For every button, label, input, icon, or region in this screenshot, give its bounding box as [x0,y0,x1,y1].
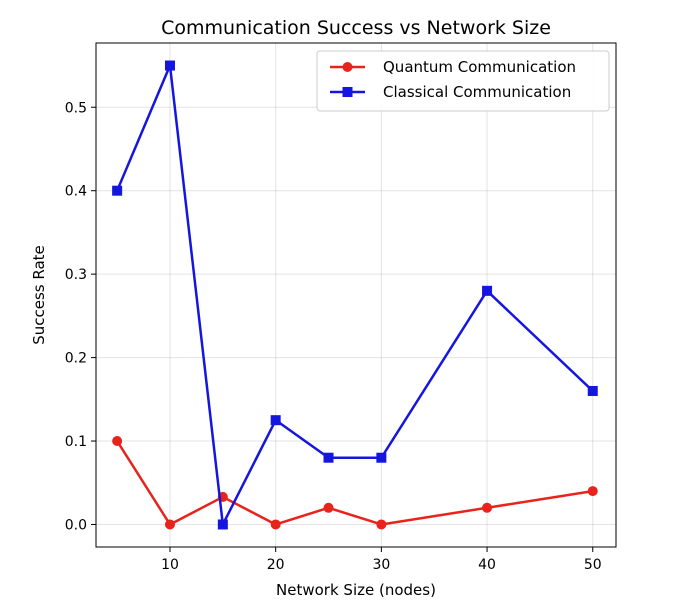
data-point-quantum [376,519,387,530]
y-tick-label: 0.0 [65,517,87,533]
y-tick-label: 0.3 [65,267,87,283]
legend: Quantum Communication Classical Communic… [316,50,610,112]
data-point-classical [323,452,334,463]
data-point-classical [270,415,281,426]
legend-marker-classical [342,87,353,97]
legend-box [316,50,610,112]
y-tick-label: 0.4 [65,184,87,200]
y-axis-label: Success Rate [30,245,48,345]
data-point-quantum [482,502,493,513]
series-layer [112,60,598,530]
data-point-quantum [587,486,598,497]
data-point-classical [164,60,175,71]
x-tick-label: 10 [161,557,179,573]
data-point-classical [482,285,493,296]
data-point-quantum [323,502,334,513]
plot-frame [95,42,617,548]
y-tick-label: 0.5 [65,100,87,116]
x-axis-label: Network Size (nodes) [276,581,436,599]
data-point-quantum [112,436,123,447]
data-point-quantum [164,519,175,530]
series-line-classical [115,64,594,526]
x-tick-label: 50 [584,557,602,573]
x-tick-label: 40 [478,557,496,573]
legend-marker-quantum [342,62,353,72]
x-tick-label: 30 [372,557,390,573]
chart-title: Communication Success vs Network Size [161,17,551,39]
data-point-classical [376,452,387,463]
y-tick-label: 0.1 [65,434,87,450]
data-point-classical [587,385,598,396]
data-point-classical [217,519,228,530]
legend-label-quantum: Quantum Communication [383,58,576,76]
x-tick-label: 20 [267,557,285,573]
data-point-quantum [270,519,281,530]
legend-label-classical: Classical Communication [383,83,571,101]
series-line-quantum [116,440,593,526]
y-tick-label: 0.2 [65,351,87,367]
data-point-classical [112,185,123,196]
axis-ticks: 10 20 30 40 50 0.0 0.1 0.2 0.3 0.4 0.5 [65,100,602,573]
